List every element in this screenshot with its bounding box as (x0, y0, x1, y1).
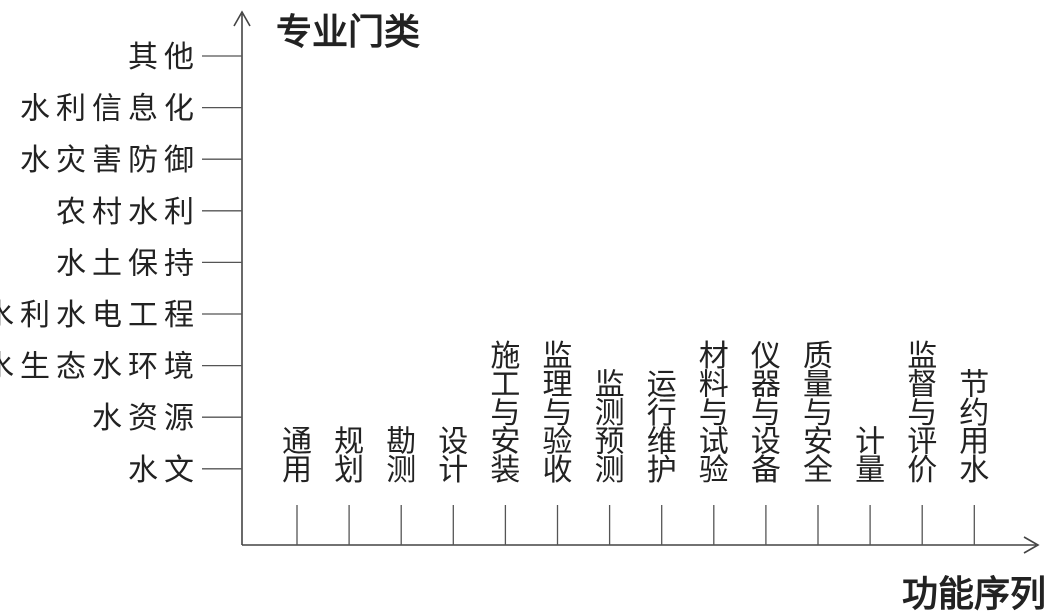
x-category-label: 勘测 (386, 425, 416, 489)
x-category-label: 通用 (282, 425, 312, 489)
y-axis-title: 专业门类 (276, 12, 420, 53)
x-category-label: 仪器与设备 (751, 339, 781, 488)
x-axis-categories: 通用规划勘测设计施工与安装监理与验收监测预测运行维护材料与试验仪器与设备质量与安… (282, 339, 989, 545)
x-category-label: 规划 (334, 425, 364, 489)
y-category-label: 水资源 (92, 401, 200, 436)
y-category-label: 水利信息化 (20, 92, 200, 127)
y-category-label: 水灾害防御 (20, 143, 200, 178)
x-category-label: 设计 (438, 425, 468, 489)
y-category-label: 水土保持 (56, 246, 200, 281)
y-category-label: 其他 (128, 40, 200, 75)
x-category-label: 运行维护 (647, 368, 677, 489)
y-category-label: 水文 (128, 453, 200, 488)
y-axis-arrow-icon (233, 10, 251, 27)
x-category-label: 计量 (855, 425, 885, 489)
x-axis-arrow-icon (1023, 536, 1040, 554)
x-category-label: 监督与评价 (907, 339, 937, 488)
x-axis-title: 功能序列 (902, 574, 1046, 615)
y-category-label: 水利水电工程 (0, 298, 200, 333)
y-category-label: 农村水利 (56, 195, 200, 230)
x-category-label: 材料与试验 (699, 339, 729, 488)
x-category-label: 施工与安装 (490, 339, 520, 488)
x-category-label: 监测预测 (595, 368, 625, 489)
x-category-label: 节约用水 (959, 368, 989, 489)
x-category-label: 质量与安全 (803, 339, 833, 488)
y-category-label: 水生态水环境 (0, 350, 200, 385)
x-category-label: 监理与验收 (543, 339, 573, 488)
